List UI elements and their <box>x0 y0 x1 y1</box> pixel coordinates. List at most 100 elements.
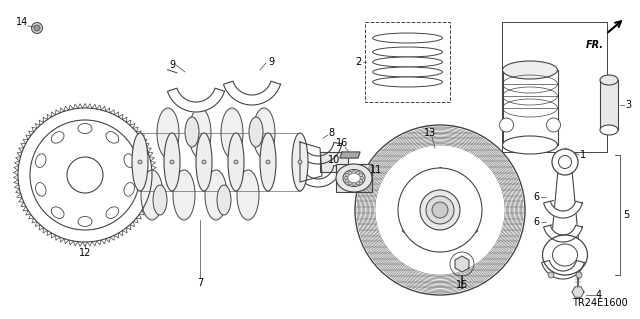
Ellipse shape <box>164 133 180 191</box>
Circle shape <box>432 202 448 218</box>
Circle shape <box>499 118 513 132</box>
Ellipse shape <box>356 182 360 185</box>
Polygon shape <box>168 88 225 112</box>
Ellipse shape <box>51 132 64 143</box>
Ellipse shape <box>600 125 618 135</box>
Text: 7: 7 <box>197 278 203 288</box>
Ellipse shape <box>372 33 442 43</box>
Text: 10: 10 <box>328 155 340 165</box>
Ellipse shape <box>559 155 572 168</box>
Ellipse shape <box>552 149 578 175</box>
Polygon shape <box>541 261 584 279</box>
Ellipse shape <box>345 180 349 182</box>
Polygon shape <box>543 225 582 242</box>
Text: 5: 5 <box>623 210 629 220</box>
Ellipse shape <box>502 136 557 154</box>
Ellipse shape <box>292 133 308 191</box>
Ellipse shape <box>221 108 243 158</box>
Circle shape <box>576 272 582 278</box>
Text: 12: 12 <box>79 248 91 258</box>
Ellipse shape <box>260 133 276 191</box>
Polygon shape <box>551 170 579 245</box>
Ellipse shape <box>36 182 46 196</box>
Polygon shape <box>13 103 156 247</box>
Circle shape <box>547 118 561 132</box>
Bar <box>365 22 450 102</box>
Ellipse shape <box>124 182 134 196</box>
Ellipse shape <box>36 154 46 167</box>
Polygon shape <box>543 201 582 218</box>
Ellipse shape <box>228 133 244 191</box>
Circle shape <box>420 190 460 230</box>
Ellipse shape <box>106 132 118 143</box>
Text: 1: 1 <box>580 150 586 160</box>
Ellipse shape <box>343 169 365 187</box>
Circle shape <box>34 25 40 31</box>
Ellipse shape <box>345 174 349 176</box>
Polygon shape <box>340 152 360 158</box>
Ellipse shape <box>372 77 442 87</box>
Text: TR24E1600: TR24E1600 <box>572 298 628 308</box>
Ellipse shape <box>157 108 179 158</box>
Ellipse shape <box>600 75 618 85</box>
Circle shape <box>548 272 554 278</box>
Circle shape <box>355 125 525 295</box>
Circle shape <box>170 160 174 164</box>
Bar <box>336 164 372 192</box>
Bar <box>600 80 618 130</box>
Text: FR.: FR. <box>586 40 604 50</box>
Ellipse shape <box>173 170 195 220</box>
Ellipse shape <box>352 170 356 174</box>
Text: 16: 16 <box>336 138 348 148</box>
Ellipse shape <box>124 154 134 167</box>
Polygon shape <box>223 81 280 105</box>
Polygon shape <box>455 256 469 272</box>
Text: 15: 15 <box>456 280 468 290</box>
Circle shape <box>398 168 482 252</box>
Text: 4: 4 <box>596 290 602 300</box>
Text: 9: 9 <box>268 57 274 67</box>
Text: 3: 3 <box>625 100 631 110</box>
Ellipse shape <box>185 117 199 147</box>
Circle shape <box>138 160 142 164</box>
Text: 6: 6 <box>534 192 540 202</box>
Circle shape <box>266 160 270 164</box>
Ellipse shape <box>237 170 259 220</box>
Ellipse shape <box>502 61 557 79</box>
Text: 8: 8 <box>328 128 334 138</box>
Ellipse shape <box>153 185 167 215</box>
Ellipse shape <box>253 108 275 158</box>
Circle shape <box>31 23 42 33</box>
Ellipse shape <box>352 182 356 186</box>
Circle shape <box>30 120 140 230</box>
Ellipse shape <box>372 67 442 77</box>
Ellipse shape <box>51 207 64 219</box>
Ellipse shape <box>359 180 363 182</box>
Ellipse shape <box>543 235 588 275</box>
Bar <box>502 22 607 152</box>
Circle shape <box>202 160 206 164</box>
Circle shape <box>67 157 103 193</box>
Ellipse shape <box>356 171 360 174</box>
Circle shape <box>234 160 238 164</box>
Text: 14: 14 <box>16 17 28 27</box>
Ellipse shape <box>359 174 363 176</box>
Polygon shape <box>294 143 342 164</box>
Text: 9: 9 <box>169 60 175 70</box>
Ellipse shape <box>78 217 92 226</box>
Ellipse shape <box>78 123 92 133</box>
Polygon shape <box>300 142 322 182</box>
Ellipse shape <box>217 185 231 215</box>
Ellipse shape <box>196 133 212 191</box>
Ellipse shape <box>189 108 211 158</box>
Text: 6: 6 <box>534 217 540 227</box>
Text: 11: 11 <box>370 165 382 175</box>
Ellipse shape <box>348 171 352 174</box>
Ellipse shape <box>372 47 442 57</box>
Circle shape <box>426 196 454 224</box>
Ellipse shape <box>141 170 163 220</box>
Ellipse shape <box>249 117 263 147</box>
Bar <box>320 152 348 172</box>
Text: 13: 13 <box>424 128 436 138</box>
Text: 2: 2 <box>356 57 362 67</box>
